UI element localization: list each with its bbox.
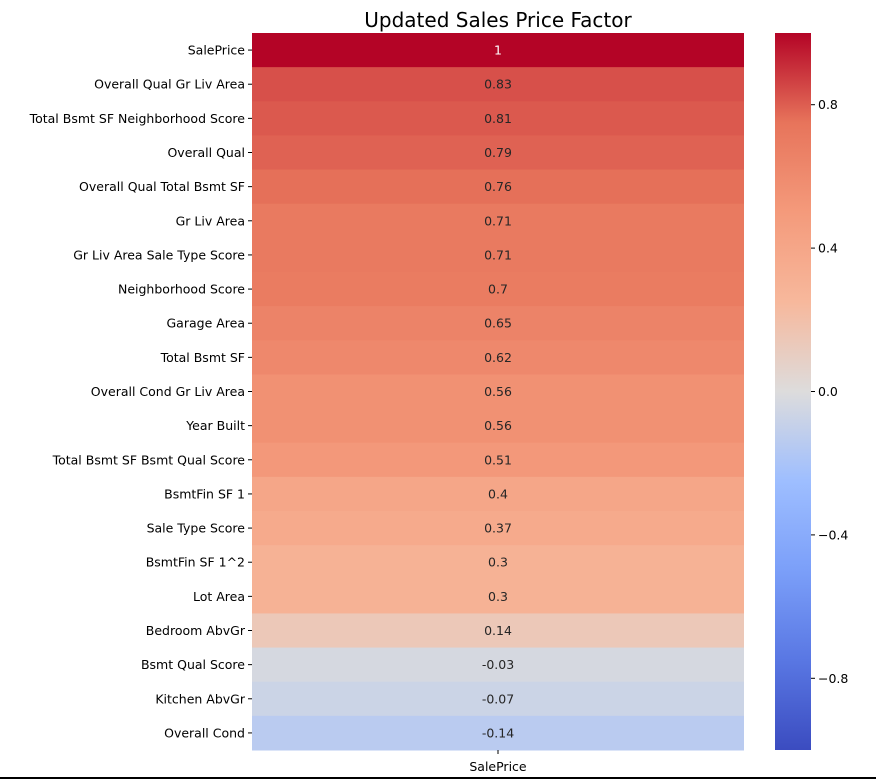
cell-value-label: 0.51	[484, 452, 512, 467]
x-axis-tick-labels: SalePrice	[469, 750, 527, 774]
y-tick-label: Total Bsmt SF Bsmt Qual Score	[52, 452, 246, 467]
cell-value-label: -0.03	[482, 657, 514, 672]
cell-value-label: 0.7	[488, 282, 508, 297]
y-tick-label: Year Built	[185, 418, 245, 433]
heatmap-cell	[252, 545, 744, 580]
heatmap-cell	[252, 374, 744, 410]
cell-value-label: 0.3	[488, 589, 508, 604]
y-tick-label: BsmtFin SF 1^2	[146, 555, 245, 570]
cell-value-label: 0.56	[484, 418, 512, 433]
y-tick-label: Overall Cond Gr Liv Area	[91, 384, 245, 399]
y-tick-label: Bedroom AbvGr	[146, 623, 246, 638]
heatmap-cell	[252, 306, 744, 341]
heatmap-cell	[252, 442, 744, 478]
y-tick-label: SalePrice	[188, 43, 246, 58]
y-tick-label: Kitchen AbvGr	[155, 691, 246, 706]
cell-value-label: 0.37	[484, 521, 512, 536]
cell-value-label: 0.56	[484, 384, 512, 399]
chart-title: Updated Sales Price Factor	[364, 8, 632, 32]
colorbar-ticks: 0.8 0.4 0.0 −0.4 −0.8	[811, 97, 848, 686]
cell-value-label: -0.14	[482, 725, 514, 740]
y-tick-label: Bsmt Qual Score	[141, 657, 245, 672]
cell-value-label: 0.83	[484, 77, 512, 92]
heatmap-cell	[252, 579, 744, 614]
heatmap-cell	[252, 169, 744, 205]
cell-value-label: 0.79	[484, 145, 512, 160]
heatmap-cell	[252, 408, 744, 444]
y-tick-label: Overall Cond	[164, 725, 245, 740]
heatmap-cell	[252, 272, 744, 307]
colorbar-tick-label: 0.4	[818, 241, 838, 256]
cell-value-label: 0.62	[484, 350, 512, 365]
y-tick-label: Overall Qual Total Bsmt SF	[79, 179, 245, 194]
cell-value-label: 0.65	[484, 316, 512, 331]
cell-value-label: 0.71	[484, 213, 512, 228]
x-tick-label: SalePrice	[469, 759, 527, 774]
heatmap-cells: 1 0.83 0.81 0.79 0.76 0.71 0.71 0.7 0.65 0.62 0.56…	[252, 33, 744, 751]
heatmap-cell	[252, 715, 744, 751]
y-tick-label: Total Bsmt SF Neighborhood Score	[29, 111, 246, 126]
y-tick-label: Lot Area	[193, 589, 245, 604]
colorbar-tick-label: −0.8	[818, 671, 848, 686]
y-tick-label: Garage Area	[166, 316, 245, 331]
heatmap-cell	[252, 203, 744, 239]
heatmap-cell	[252, 476, 744, 512]
y-axis-tick-labels: SalePrice Overall Qual Gr Liv Area Total B…	[29, 43, 252, 740]
cell-value-label: 1	[494, 43, 502, 58]
y-tick-label: Neighborhood Score	[118, 282, 245, 297]
y-tick-label: Sale Type Score	[147, 521, 246, 536]
heatmap-cell	[252, 647, 744, 683]
cell-value-label: -0.07	[482, 691, 514, 706]
heatmap-cell	[252, 67, 744, 102]
heatmap-cell	[252, 511, 744, 546]
cell-value-label: 0.81	[484, 111, 512, 126]
y-tick-label: Total Bsmt SF	[160, 350, 245, 365]
y-tick-label: Gr Liv Area Sale Type Score	[73, 247, 245, 262]
colorbar-tick-label: −0.4	[818, 527, 848, 542]
y-tick-label: Gr Liv Area	[176, 213, 245, 228]
heatmap-cell	[252, 135, 744, 171]
heatmap-cell	[252, 340, 744, 375]
heatmap-cell	[252, 33, 744, 68]
colorbar	[775, 33, 811, 750]
colorbar-tick-label: 0.8	[818, 97, 838, 112]
cell-value-label: 0.14	[484, 623, 512, 638]
heatmap-cell	[252, 237, 744, 273]
heatmap-cell	[252, 101, 744, 136]
y-tick-label: Overall Qual	[167, 145, 245, 160]
y-tick-label: Overall Qual Gr Liv Area	[94, 77, 245, 92]
heatmap-cell	[252, 613, 744, 649]
y-tick-label: BsmtFin SF 1	[164, 486, 245, 501]
colorbar-tick-label: 0.0	[818, 384, 838, 399]
cell-value-label: 0.71	[484, 247, 512, 262]
cell-value-label: 0.3	[488, 555, 508, 570]
cell-value-label: 0.76	[484, 179, 512, 194]
heatmap-cell	[252, 681, 744, 717]
cell-value-label: 0.4	[488, 486, 508, 501]
